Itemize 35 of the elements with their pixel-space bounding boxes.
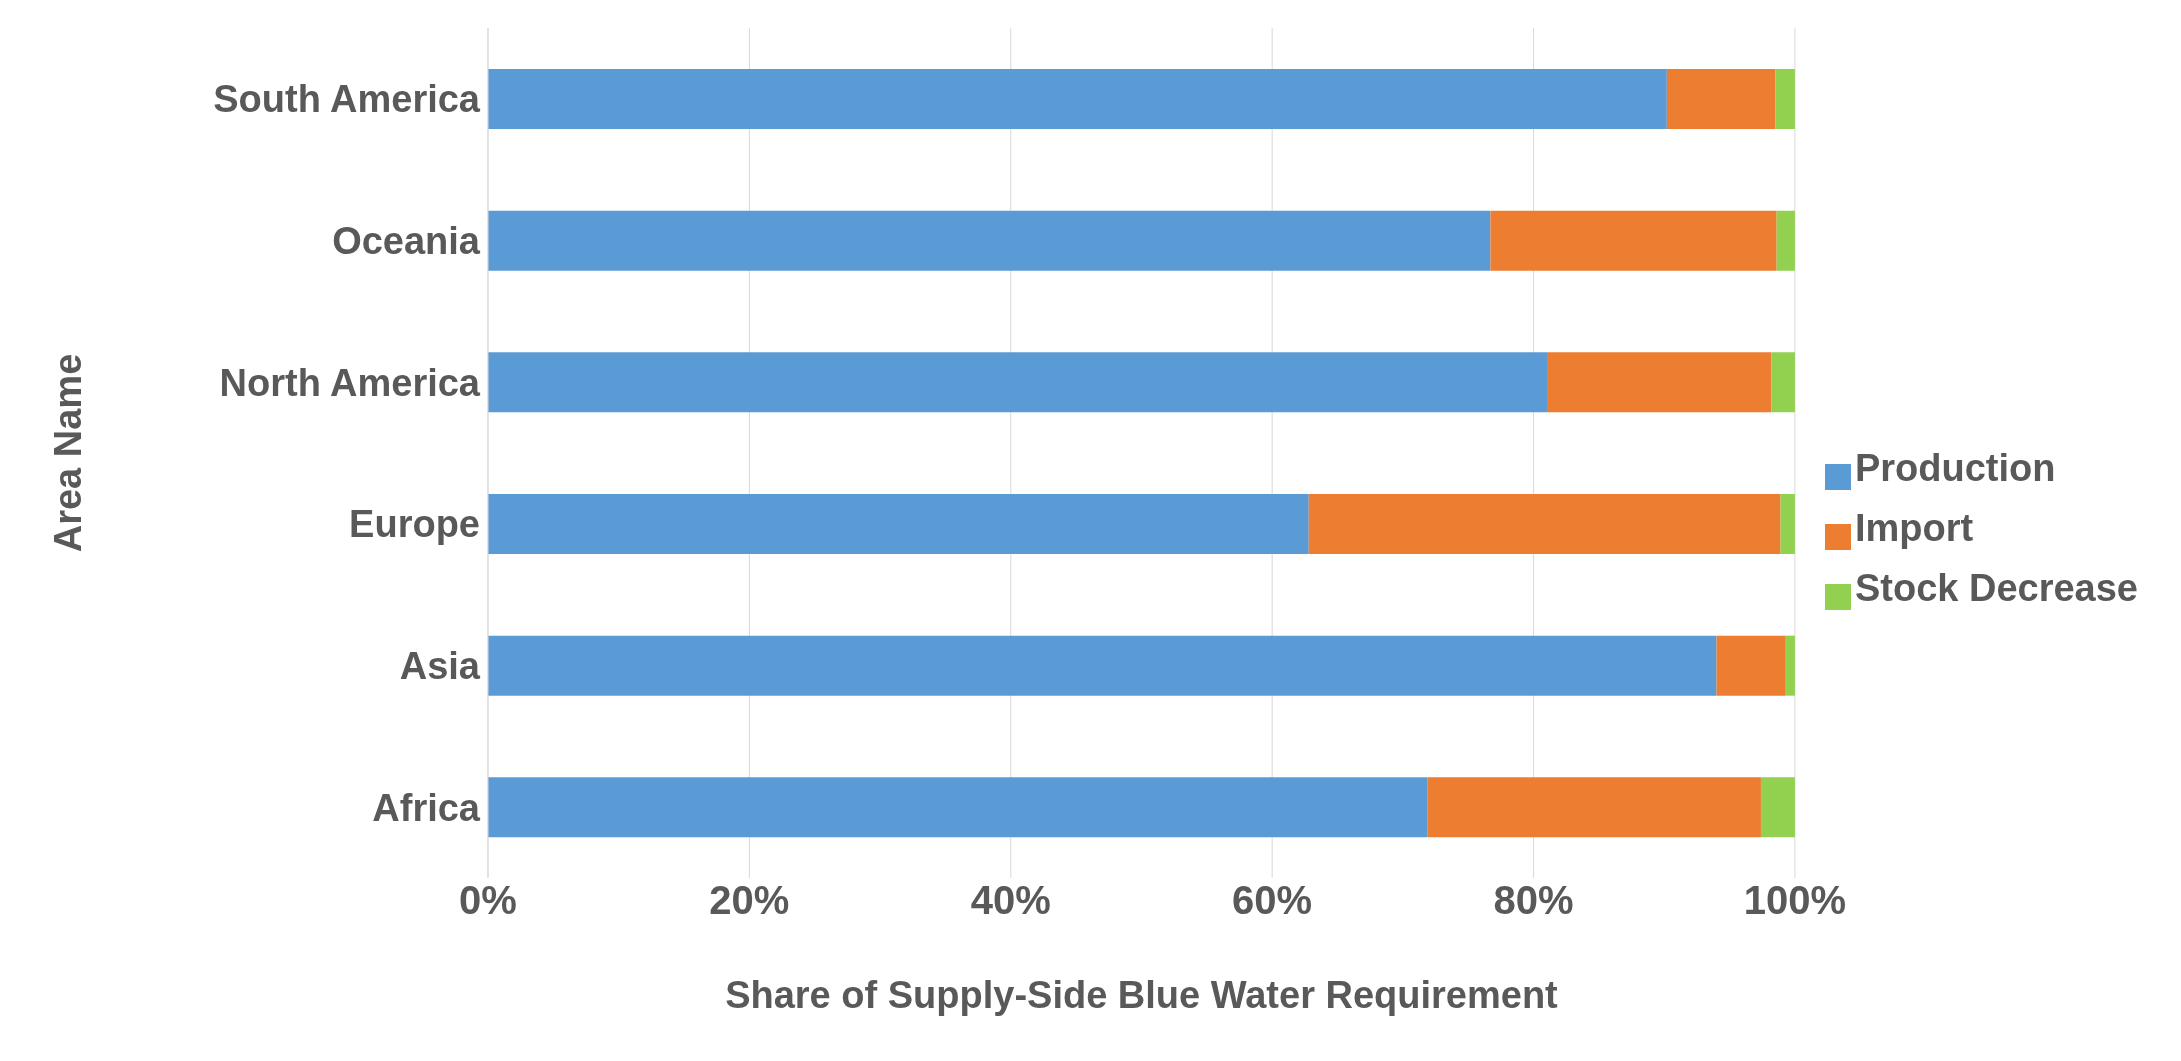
legend-label: Stock Decrease	[1854, 567, 2138, 609]
bar	[488, 777, 1428, 838]
y-tick-label: Europe	[349, 503, 480, 546]
bar	[488, 635, 1717, 696]
legend-label: Import	[1854, 507, 1974, 549]
x-tick-label: 40%	[970, 878, 1051, 923]
legend-label: Production	[1854, 447, 2056, 489]
x-tick-label: 80%	[1493, 878, 1574, 923]
bar	[1666, 69, 1776, 129]
x-axis-title: Share of Supply-Side Blue Water Requirement	[725, 974, 1559, 1016]
bar	[1547, 352, 1772, 413]
x-tick-label: 100%	[1743, 878, 1847, 923]
bar	[1716, 635, 1786, 696]
bar	[488, 69, 1667, 129]
bar	[1776, 210, 1795, 271]
y-tick-label: Oceania	[332, 219, 481, 262]
y-axis-title: Area Name	[47, 353, 90, 553]
bar	[488, 352, 1548, 413]
bar	[1308, 494, 1781, 554]
y-tick-label: South America	[213, 78, 481, 121]
x-tick-label: 60%	[1232, 878, 1313, 923]
bar	[1490, 210, 1777, 271]
x-tick-label: 20%	[709, 878, 790, 923]
bar	[488, 210, 1491, 271]
bar	[1427, 777, 1761, 838]
bar	[1775, 69, 1795, 129]
bar	[1785, 635, 1795, 696]
y-tick-label: Africa	[372, 786, 481, 829]
y-tick-label: Asia	[399, 644, 481, 687]
bar	[1780, 494, 1795, 554]
bar	[1771, 352, 1795, 413]
bar	[1760, 777, 1795, 838]
x-tick-label: 0%	[459, 878, 517, 923]
y-tick-label: North America	[219, 361, 481, 404]
bar	[488, 494, 1309, 554]
